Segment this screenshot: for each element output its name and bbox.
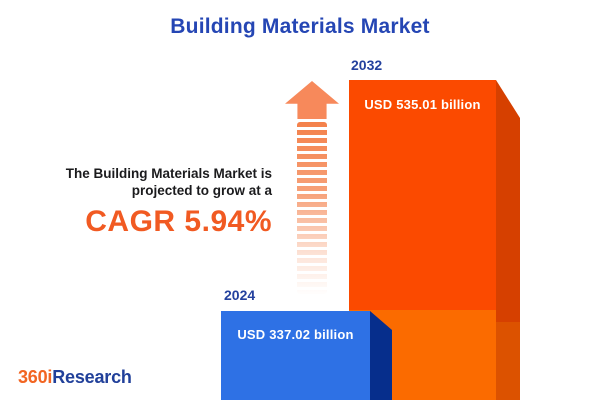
bar-2032-year-label: 2032 <box>351 57 383 73</box>
logo-research-part: Research <box>52 367 132 387</box>
logo-360i-part: 360i <box>18 367 53 387</box>
bar-2024-year-label: 2024 <box>224 287 256 303</box>
bar-2024-face <box>221 311 370 400</box>
bar-2032-value-label: USD 535.01 billion <box>364 97 481 112</box>
description-line-2: projected to grow at a <box>131 183 272 198</box>
page-title: Building Materials Market <box>170 15 430 38</box>
cagr-value: CAGR 5.94% <box>85 205 272 238</box>
description-line-1: The Building Materials Market is <box>65 166 272 181</box>
description-block: The Building Materials Market is project… <box>20 165 272 239</box>
arrow-up-head-icon <box>285 81 339 119</box>
growth-arrow-icon <box>285 81 339 296</box>
bar-2024: USD 337.02 billion <box>221 311 392 400</box>
logo-360iresearch: 360iResearch <box>18 367 132 388</box>
bar-2024-value-label: USD 337.02 billion <box>237 327 354 342</box>
arrow-fade-overlay <box>295 122 329 296</box>
bar-2024-side-3d <box>370 311 392 400</box>
bar-2032-side-3d <box>496 80 520 400</box>
